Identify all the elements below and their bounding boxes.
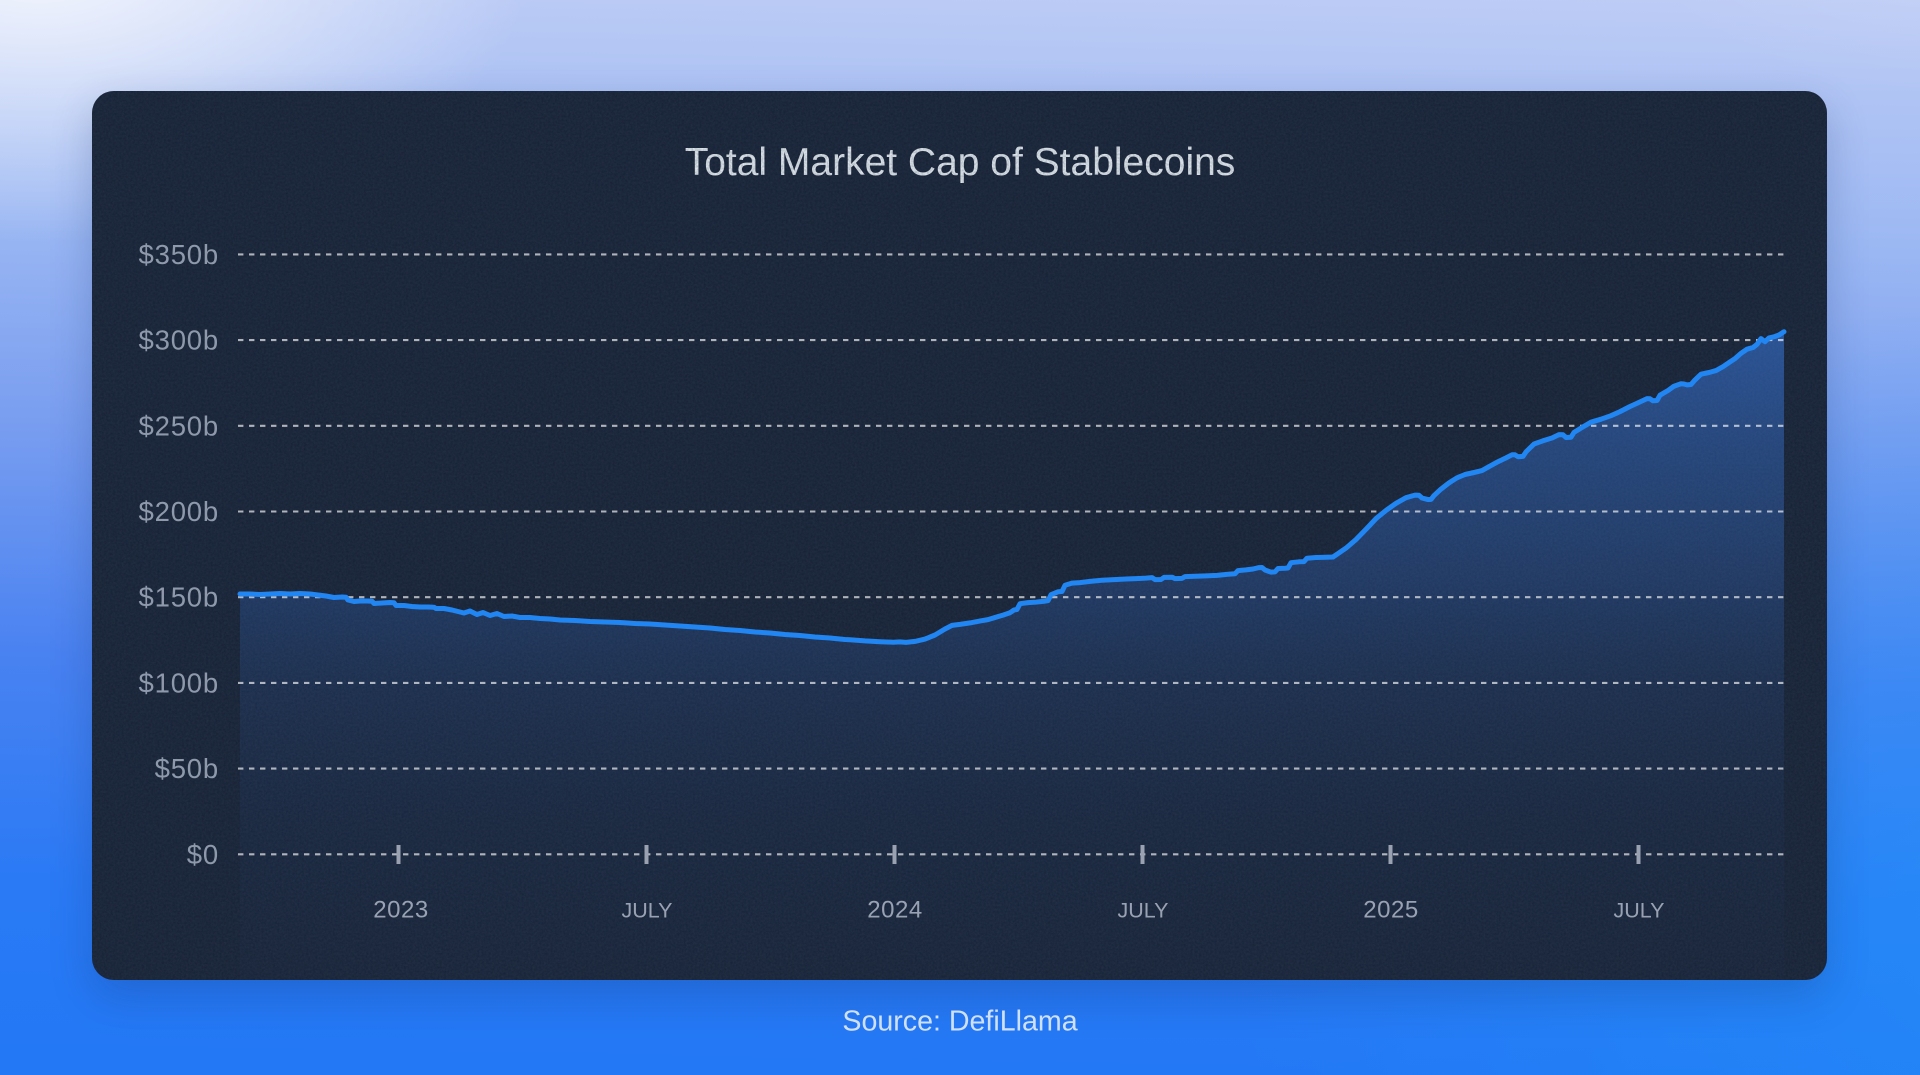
svg-text:$200b: $200b [139,496,219,527]
svg-text:$0: $0 [187,839,219,870]
svg-text:$50b: $50b [155,753,219,784]
svg-text:$300b: $300b [139,325,219,356]
svg-text:JULY: JULY [622,899,673,923]
svg-text:$250b: $250b [139,410,219,441]
svg-text:JULY: JULY [1118,899,1169,923]
svg-text:2023: 2023 [373,897,428,924]
svg-text:JULY: JULY [1614,899,1665,923]
svg-text:Source: DefiLlama: Source: DefiLlama [842,1006,1077,1038]
svg-text:2024: 2024 [867,897,922,924]
svg-text:$100b: $100b [139,667,219,698]
svg-text:$150b: $150b [139,582,219,613]
svg-text:2025: 2025 [1363,897,1418,924]
svg-text:$350b: $350b [139,239,219,270]
